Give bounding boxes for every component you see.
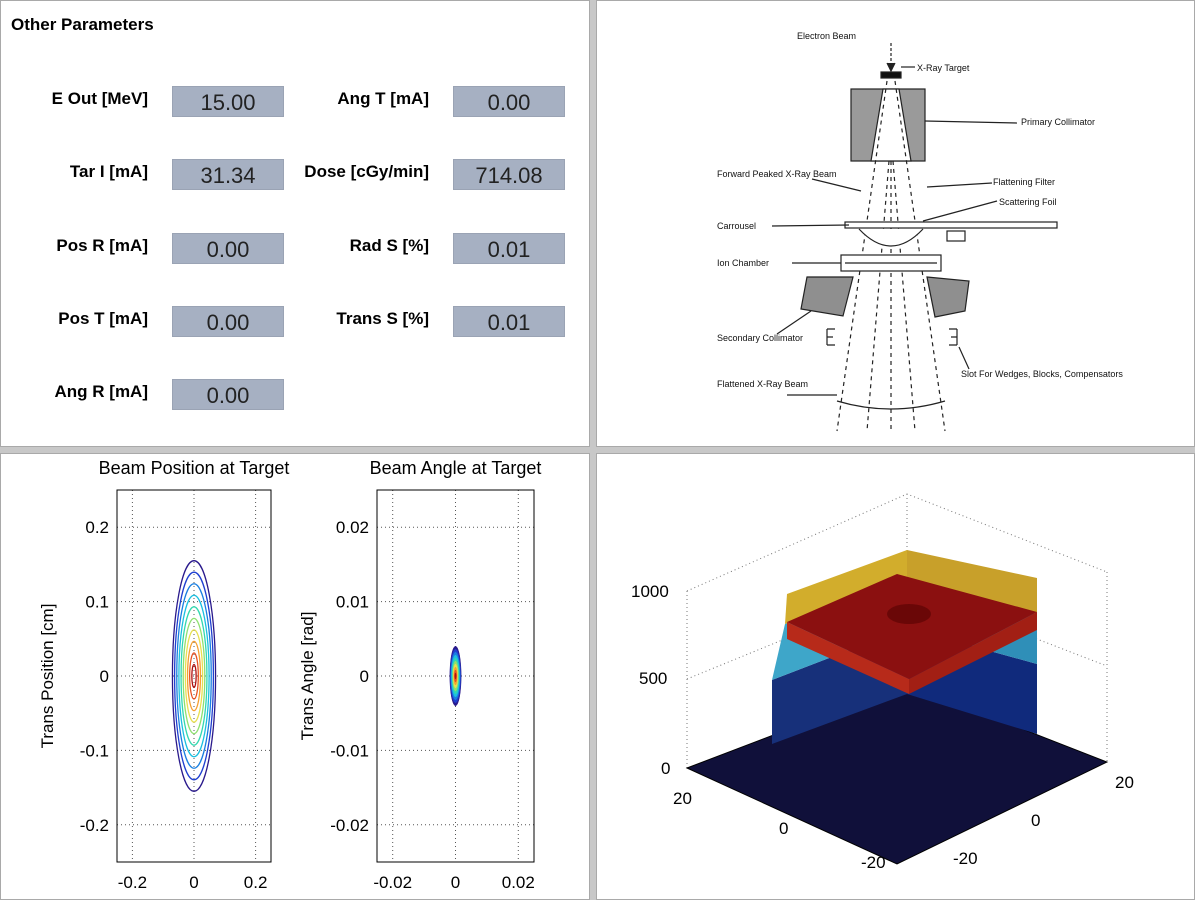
linac-head-diagram-panel: Electron Beam X-Ray Target Primary Colli…	[596, 0, 1195, 447]
label-primary-collimator: Primary Collimator	[1021, 117, 1095, 127]
contour-line	[178, 594, 210, 758]
contour-line	[176, 583, 212, 769]
label-electron-beam: Electron Beam	[797, 31, 856, 41]
trans-s-label: Trans S [%]	[336, 309, 429, 328]
y-tick-label: 0.2	[85, 518, 109, 537]
x-axis-label: Rad Position [cm]	[127, 897, 260, 899]
y-tick-label: -0.2	[80, 816, 109, 835]
dose-label: Dose [cGy/min]	[304, 162, 429, 181]
other-parameters-panel: Other Parameters E Out [MeV] 15.00 Tar I…	[0, 0, 590, 447]
label-carousel: Carrousel	[717, 221, 756, 231]
label-xray-target: X-Ray Target	[917, 63, 970, 73]
x-axis-label: Rad Angle [rad]	[397, 897, 514, 899]
dose-surface-plot: 1000 500 0 20 0 -20 20 0 -20	[631, 493, 1134, 872]
ang-t-field[interactable]: 0.00	[453, 86, 565, 117]
x-tick-label: 0.02	[502, 873, 535, 892]
y-tick-label: 0.01	[336, 593, 369, 612]
linac-head-diagram: Electron Beam X-Ray Target Primary Colli…	[717, 31, 1123, 432]
contour-line	[184, 629, 204, 723]
ang-t-label: Ang T [mA]	[337, 89, 429, 108]
tar-i-label: Tar I [mA]	[69, 162, 148, 181]
y-axis-label: Trans Position [cm]	[38, 604, 57, 749]
y-tick-label: -0.01	[330, 741, 369, 760]
y-tick-label: 0	[360, 667, 369, 686]
chart-title: Beam Angle at Target	[370, 458, 542, 478]
z-tick-0: 0	[661, 759, 670, 778]
panel-title: Other Parameters	[11, 15, 154, 34]
label-ion-chamber: Ion Chamber	[717, 258, 769, 268]
y-axis-label: Trans Angle [rad]	[298, 612, 317, 741]
plot-frame	[376, 489, 535, 863]
y-tick-20: 20	[1115, 773, 1134, 792]
contour-line	[182, 617, 206, 735]
z-tick-500: 500	[639, 669, 667, 688]
label-flattening-filter: Flattening Filter	[993, 177, 1055, 187]
contour-line	[180, 606, 208, 746]
y-tick-label: 0.1	[85, 593, 109, 612]
x-tick-label: 0	[189, 873, 198, 892]
label-secondary-collimator: Secondary Collimator	[717, 333, 803, 343]
dose-surface-panel: 1000 500 0 20 0 -20 20 0 -20	[596, 453, 1195, 900]
y-tick-label: 0	[100, 667, 109, 686]
trans-s-field[interactable]: 0.01	[453, 306, 565, 337]
beam-contour-panel: -0.2 0 0.2 0.2 0.1 0 -0.1 -0.2 Beam Position at …	[0, 453, 590, 900]
pos-t-label: Pos T [mA]	[58, 309, 148, 328]
e-out-label: E Out [MeV]	[51, 89, 148, 108]
rad-s-field[interactable]: 0.01	[453, 233, 565, 264]
plot-frame	[116, 489, 272, 863]
y-tick-label: -0.02	[330, 816, 369, 835]
y-tick-label: 0.02	[336, 518, 369, 537]
x-tick-label: -0.2	[118, 873, 147, 892]
e-out-field[interactable]: 15.00	[172, 86, 284, 117]
contour-line	[191, 663, 197, 689]
x-tick-0: 0	[779, 819, 788, 838]
beam-contour-plots: -0.2 0 0.2 0.2 0.1 0 -0.1 -0.2 Beam Position at …	[38, 458, 542, 899]
ang-r-field[interactable]: 0.00	[172, 379, 284, 410]
x-tick-label: 0.2	[244, 873, 268, 892]
x-tick-label: 0	[451, 873, 460, 892]
y-tick-label: -0.1	[80, 741, 109, 760]
rad-s-label: Rad S [%]	[349, 236, 429, 255]
contour-line	[171, 560, 217, 792]
contour-line	[189, 652, 199, 700]
chart-title: Beam Position at Target	[99, 458, 290, 478]
label-forward-peaked-beam: Forward Peaked X-Ray Beam	[717, 169, 837, 179]
tar-i-field[interactable]: 31.34	[172, 159, 284, 190]
y-tick-neg20: -20	[953, 849, 978, 868]
pos-r-field[interactable]: 0.00	[172, 233, 284, 264]
label-flattened-beam: Flattened X-Ray Beam	[717, 379, 808, 389]
contour-line	[454, 672, 457, 680]
z-tick-1000: 1000	[631, 582, 669, 601]
x-tick-neg20: -20	[861, 853, 886, 872]
ang-r-label: Ang R [mA]	[54, 382, 148, 401]
x-tick-20: 20	[673, 789, 692, 808]
label-scattering-foil: Scattering Foil	[999, 197, 1057, 207]
y-tick-0: 0	[1031, 811, 1040, 830]
contour-line	[186, 640, 202, 712]
x-tick-label: -0.02	[373, 873, 412, 892]
label-wedge-slot: Slot For Wedges, Blocks, Compensators	[961, 369, 1123, 379]
pos-t-field[interactable]: 0.00	[172, 306, 284, 337]
pos-r-label: Pos R [mA]	[56, 236, 148, 255]
dose-field[interactable]: 714.08	[453, 159, 565, 190]
contour-line	[173, 571, 215, 781]
